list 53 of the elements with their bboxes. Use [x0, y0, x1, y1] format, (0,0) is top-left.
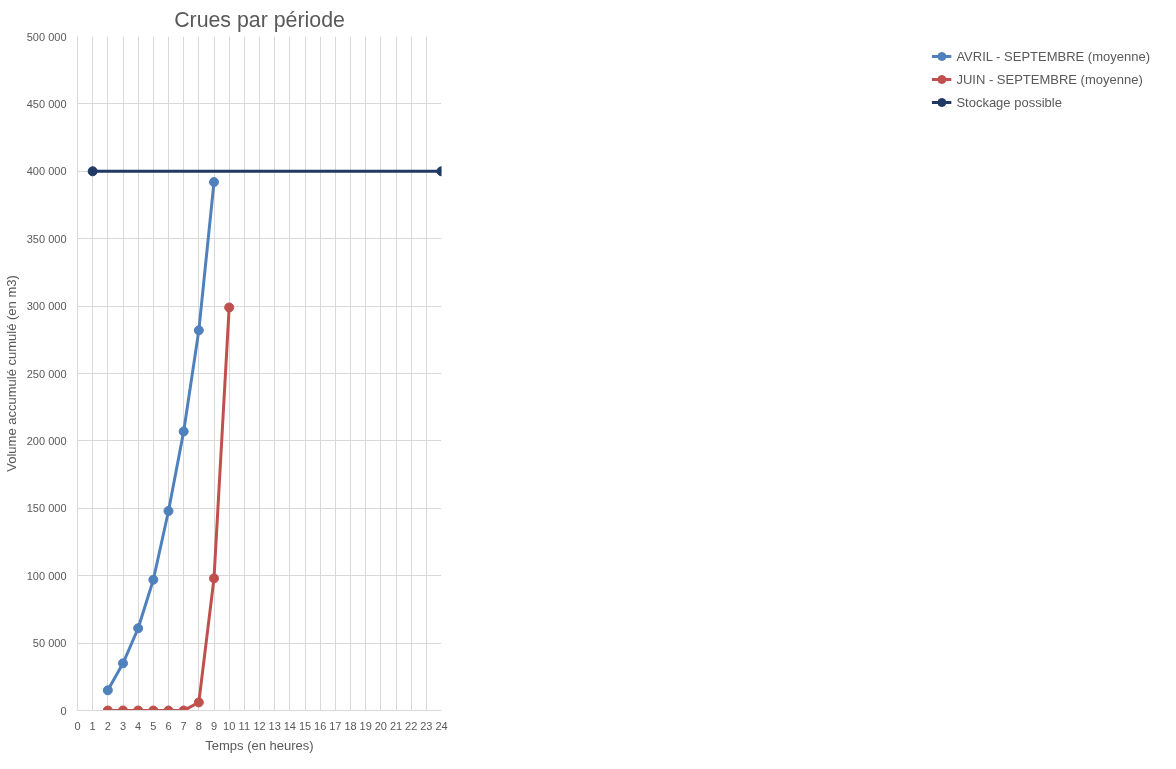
y-tick-label: 50 000: [32, 637, 67, 650]
x-tick-label: 4: [135, 719, 142, 732]
x-tick-label: 14: [283, 719, 296, 732]
x-tick-label: 3: [119, 719, 127, 732]
x-tick-label: 2: [104, 719, 111, 732]
x-tick-label: 16: [314, 719, 327, 732]
x-tick-label: 18: [344, 719, 357, 732]
x-tick-label: 24: [435, 719, 448, 732]
point: [102, 685, 113, 696]
point: [163, 506, 174, 516]
point: [193, 325, 204, 336]
point: [118, 658, 128, 669]
point: [148, 574, 159, 585]
x-tick-label: 13: [268, 719, 281, 732]
x-tick-label: 11: [238, 719, 251, 732]
x-tick-label: 8: [195, 719, 202, 732]
x-tick-label: 1: [89, 719, 96, 732]
y-tick-label: 500 000: [26, 30, 67, 43]
legend-label: AVRIL - SEPTEMBRE (moyenne): [956, 48, 1150, 64]
y-axis-title: Volume accumulé cumulé (en m3): [3, 275, 19, 472]
point: [209, 177, 219, 188]
legend-label: Stockage possible: [956, 94, 1062, 110]
x-tick-label: 0: [74, 719, 81, 732]
point: [133, 623, 144, 634]
legend-label: JUIN - SEPTEMBRE (moyenne): [956, 71, 1143, 87]
y-tick-label: 300 000: [26, 300, 67, 313]
y-tick-label: 100 000: [26, 569, 67, 582]
x-tick-label: 22: [405, 719, 418, 732]
y-tick-label: 250 000: [26, 367, 67, 380]
x-tick-label: 9: [210, 719, 218, 732]
x-tick-label: 17: [329, 719, 342, 732]
point: [178, 426, 189, 437]
y-tick-label: 450 000: [26, 97, 67, 110]
x-tick-label: 20: [374, 719, 387, 732]
x-axis-title: Temps (en heures): [205, 737, 314, 753]
chart-title: Crues par période: [174, 7, 345, 32]
y-tick-label: 350 000: [26, 232, 67, 245]
point: [209, 573, 219, 584]
point: [224, 302, 235, 313]
x-tick-label: 7: [180, 719, 187, 732]
x-tick-label: 23: [420, 719, 433, 732]
x-tick-label: 21: [389, 719, 403, 732]
x-tick-label: 19: [359, 719, 372, 732]
x-tick-label: 6: [165, 719, 172, 732]
y-tick-label: 0: [60, 704, 67, 717]
x-tick-label: 15: [298, 719, 312, 732]
y-tick-label: 150 000: [26, 502, 67, 515]
point: [193, 697, 204, 708]
x-tick-label: 10: [223, 719, 236, 732]
y-tick-label: 400 000: [26, 165, 67, 178]
x-tick-label: 5: [150, 719, 157, 732]
x-tick-label: 12: [253, 719, 266, 732]
y-tick-label: 200 000: [26, 434, 67, 447]
